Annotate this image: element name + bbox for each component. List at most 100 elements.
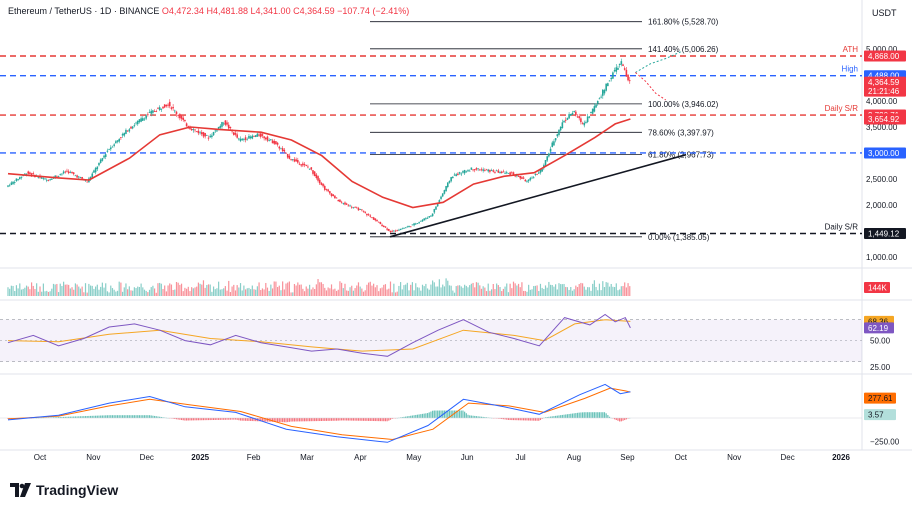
macd-histogram-bar bbox=[312, 418, 314, 422]
volume-bar bbox=[573, 289, 575, 296]
close-value: C4,364.59 bbox=[293, 6, 335, 16]
candle-body bbox=[61, 173, 63, 175]
candle-body bbox=[291, 159, 294, 160]
macd-histogram-bar bbox=[229, 418, 232, 420]
macd-histogram-bar bbox=[140, 415, 142, 418]
rsi-ma-line bbox=[7, 319, 631, 352]
candle-body bbox=[455, 174, 458, 177]
candle-body bbox=[10, 182, 13, 185]
macd-histogram-bar bbox=[54, 417, 56, 418]
volume-bar bbox=[231, 286, 233, 296]
volume-bar bbox=[381, 287, 383, 296]
volume-bar bbox=[105, 283, 107, 296]
candle-body bbox=[379, 222, 382, 225]
volume-bar bbox=[186, 288, 188, 296]
volume-bar bbox=[24, 287, 26, 296]
candle-body bbox=[426, 217, 429, 219]
macd-histogram-bar bbox=[501, 418, 503, 420]
volume-bar bbox=[162, 289, 164, 296]
candle-body bbox=[298, 163, 301, 165]
volume-bar bbox=[197, 282, 200, 296]
volume-bar bbox=[57, 292, 60, 296]
candle-body bbox=[145, 115, 147, 119]
macd-line bbox=[7, 383, 631, 443]
candle-body bbox=[615, 67, 618, 72]
volume-bar bbox=[27, 286, 29, 296]
volume-bar bbox=[297, 282, 299, 296]
macd-histogram-bar bbox=[512, 418, 515, 421]
candle-body bbox=[563, 120, 565, 123]
macd-histogram-bar bbox=[278, 418, 280, 423]
volume-bar bbox=[223, 288, 225, 296]
macd-histogram-bar bbox=[423, 413, 425, 418]
macd-histogram-bar bbox=[248, 418, 250, 421]
candle-body bbox=[418, 221, 420, 223]
candle-body bbox=[200, 132, 203, 135]
volume-bar bbox=[334, 288, 336, 296]
volume-bar bbox=[575, 285, 577, 296]
time-tick-label: May bbox=[406, 453, 421, 462]
candle-body bbox=[238, 138, 240, 140]
macd-histogram-bar bbox=[457, 410, 459, 418]
volume-bar bbox=[411, 282, 413, 296]
price-badge bbox=[864, 113, 906, 125]
level-label: Daily S/R bbox=[825, 222, 859, 231]
candle-body bbox=[598, 98, 601, 100]
candle-body bbox=[170, 107, 173, 109]
candle-body bbox=[521, 177, 523, 179]
macd-histogram-bar bbox=[231, 418, 233, 420]
volume-bar bbox=[588, 287, 590, 296]
macd-histogram-bar bbox=[580, 412, 582, 418]
macd-histogram-bar bbox=[123, 415, 125, 418]
volume-bar bbox=[310, 289, 312, 296]
candle-body bbox=[384, 226, 387, 228]
candle-body bbox=[344, 202, 346, 205]
macd-histogram-bar bbox=[189, 418, 191, 421]
volume-bar bbox=[470, 283, 472, 296]
candle-body bbox=[180, 115, 183, 119]
macd-histogram-bar bbox=[408, 416, 410, 418]
candle-body bbox=[480, 169, 483, 171]
volume-bar bbox=[241, 290, 243, 296]
candle-body bbox=[350, 206, 353, 208]
volume-bar bbox=[374, 287, 376, 296]
macd-histogram-bar bbox=[475, 416, 478, 418]
macd-histogram-bar bbox=[207, 418, 210, 421]
candle-body bbox=[101, 158, 104, 161]
macd-histogram-bar bbox=[627, 418, 629, 419]
macd-histogram-bar bbox=[253, 418, 255, 422]
volume-bar bbox=[610, 283, 612, 296]
macd-histogram-bar bbox=[297, 418, 299, 422]
price-badge-text: 4,488.00 bbox=[868, 72, 900, 81]
macd-histogram-bar bbox=[585, 412, 587, 418]
candle-body bbox=[450, 177, 452, 182]
currency-label[interactable]: USDT bbox=[872, 8, 897, 18]
macd-histogram bbox=[7, 410, 631, 423]
candle-body bbox=[253, 135, 255, 137]
volume-bar bbox=[426, 288, 429, 296]
volume-bar bbox=[293, 283, 296, 296]
macd-histogram-bar bbox=[209, 418, 211, 421]
candle-body bbox=[278, 146, 281, 149]
macd-badge-text: 277.61 bbox=[868, 394, 893, 403]
volume-bar bbox=[68, 284, 70, 296]
volume-bar bbox=[157, 283, 159, 296]
candle-body bbox=[12, 181, 14, 184]
candle-body bbox=[226, 122, 228, 125]
volume-bar bbox=[622, 286, 624, 296]
volume-bar bbox=[487, 283, 489, 296]
candle-body bbox=[411, 224, 414, 226]
candle-body bbox=[312, 170, 314, 174]
volume-bar bbox=[484, 287, 486, 296]
macd-histogram-bar bbox=[443, 410, 446, 418]
volume-bar bbox=[384, 284, 387, 296]
candle-body bbox=[393, 230, 395, 232]
candle-body bbox=[453, 174, 456, 176]
candle-body bbox=[495, 170, 498, 172]
time-tick-label: Jun bbox=[461, 453, 474, 462]
candle-body bbox=[591, 108, 594, 114]
tradingview-logo[interactable]: TradingView bbox=[10, 482, 118, 498]
candle-body bbox=[605, 83, 607, 91]
volume-bar bbox=[228, 280, 230, 296]
